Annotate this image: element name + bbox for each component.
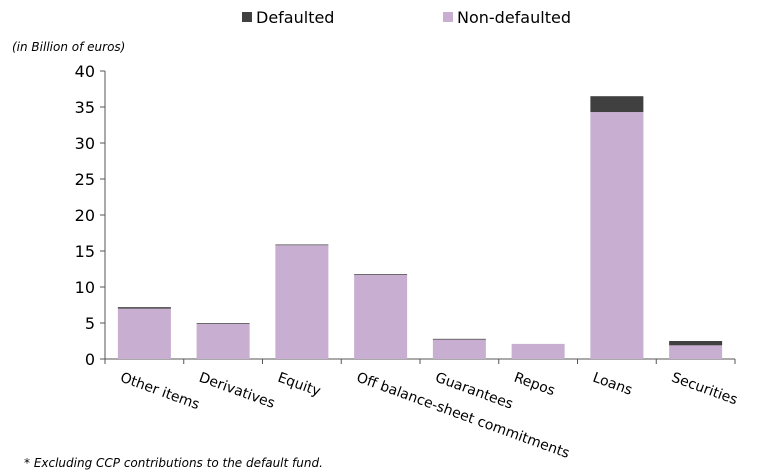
y-tick-label: 30	[75, 134, 95, 153]
bar-non-defaulted	[669, 345, 723, 359]
y-tick-label: 20	[75, 206, 95, 225]
bar-non-defaulted	[196, 323, 250, 359]
y-tick-label: 10	[75, 278, 95, 297]
x-category-label: Derivatives	[197, 370, 277, 412]
legend-label-non-defaulted: Non-defaulted	[457, 8, 571, 27]
bar-defaulted	[196, 323, 250, 324]
bar-non-defaulted	[275, 245, 329, 359]
bar-non-defaulted	[117, 308, 171, 359]
x-category-label: Other items	[118, 370, 202, 413]
unit-label: (in Billion of euros)	[12, 40, 125, 54]
bar-defaulted	[432, 338, 486, 340]
y-tick-label: 5	[85, 314, 95, 333]
bar-defaulted	[275, 244, 329, 246]
legend-swatch-non-defaulted	[443, 12, 453, 22]
legend: Defaulted Non-defaulted	[242, 8, 571, 27]
bar-defaulted	[590, 96, 644, 113]
bar-non-defaulted	[354, 274, 408, 359]
bar-non-defaulted	[511, 343, 565, 359]
bar-defaulted	[117, 307, 171, 309]
legend-label-defaulted: Defaulted	[256, 8, 334, 27]
bar-non-defaulted	[432, 339, 486, 359]
x-category-label: Repos	[512, 370, 557, 400]
y-tick-label: 40	[75, 62, 95, 81]
x-category-label: Loans	[591, 370, 635, 399]
bar-defaulted	[669, 341, 723, 346]
legend-swatch-defaulted	[242, 12, 252, 22]
footnote: * Excluding CCP contributions to the def…	[24, 456, 323, 470]
y-tick-label: 25	[75, 170, 95, 189]
y-tick-label: 35	[75, 98, 95, 117]
y-tick-label: 0	[85, 350, 95, 369]
x-category-label: Equity	[276, 370, 323, 400]
y-tick-label: 15	[75, 242, 95, 261]
bar-non-defaulted	[590, 112, 644, 359]
plot-area: 0 5 10 15 20 25 30 35 40 Other itemsDerivativesEq…	[75, 62, 740, 462]
bar-defaulted	[354, 274, 408, 275]
x-category-label: Securities	[669, 370, 739, 409]
